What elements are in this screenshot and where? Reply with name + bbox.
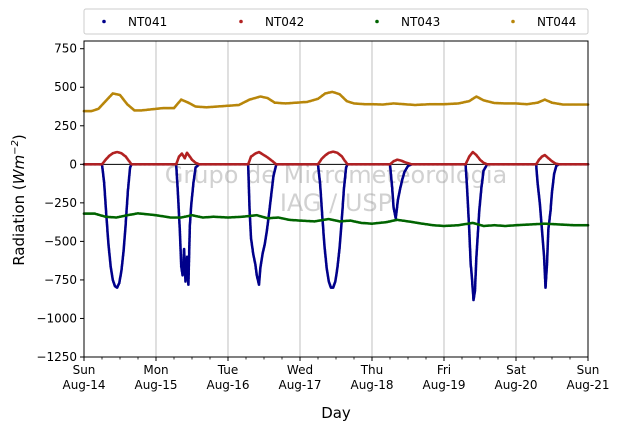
- legend-marker-nt044: [511, 19, 515, 24]
- legend-label-nt043: NT043: [401, 15, 440, 29]
- y-tick-label: 500: [54, 80, 77, 94]
- y-tick-label: 0: [69, 157, 77, 171]
- y-tick-label: 250: [54, 119, 77, 133]
- x-tick-label-date: Aug-14: [62, 378, 105, 392]
- x-tick-label-date: Aug-17: [278, 378, 321, 392]
- legend: NT041 NT042 NT043 NT044: [83, 8, 589, 35]
- x-axis: SunAug-14MonAug-15TueAug-16WedAug-17ThuA…: [62, 357, 610, 392]
- x-tick-label-date: Aug-21: [566, 378, 609, 392]
- y-tick-label: −500: [44, 234, 77, 248]
- y-tick-label: −1000: [36, 311, 77, 325]
- legend-label-nt042: NT042: [265, 15, 304, 29]
- x-tick-label-day: Mon: [143, 363, 168, 377]
- watermark: Grupo de Micrometeorologia IAG / USP: [165, 161, 507, 217]
- series-nt044: [82, 90, 590, 113]
- series-nt042: [82, 150, 590, 166]
- watermark-line-1: Grupo de Micrometeorologia: [165, 161, 507, 189]
- y-axis-title-unit: Wm: [10, 155, 28, 184]
- x-tick-label-day: Tue: [217, 363, 239, 377]
- y-axis-title: Radiation (Wm−2): [10, 134, 28, 266]
- legend-label-nt041: NT041: [128, 15, 167, 29]
- y-tick-label: −250: [44, 196, 77, 210]
- x-tick-label-day: Thu: [360, 363, 384, 377]
- y-tick-label: 750: [54, 42, 77, 56]
- x-tick-label-day: Sun: [577, 363, 600, 377]
- x-tick-label-day: Sun: [73, 363, 96, 377]
- y-axis: 750 500 250 0 −250 −500 −750 −1000 −1250: [36, 42, 84, 364]
- x-tick-label-day: Sat: [506, 363, 526, 377]
- x-tick-label-date: Aug-20: [494, 378, 537, 392]
- y-axis-title-close: ): [10, 134, 28, 140]
- x-tick-label-date: Aug-15: [134, 378, 177, 392]
- plot-data: [82, 90, 590, 302]
- x-tick-label-date: Aug-18: [350, 378, 393, 392]
- series-nt041: [82, 163, 590, 302]
- legend-label-nt044: NT044: [537, 15, 576, 29]
- legend-marker-nt043: [375, 19, 379, 24]
- x-tick-label-date: Aug-16: [206, 378, 249, 392]
- series-nt043: [82, 212, 590, 228]
- legend-marker-nt041: [102, 19, 106, 24]
- x-tick-label-day: Wed: [287, 363, 313, 377]
- y-tick-label: −1250: [36, 350, 77, 364]
- gridlines: [155, 41, 517, 357]
- watermark-line-2: IAG / USP: [280, 189, 392, 217]
- legend-marker-nt042: [239, 19, 243, 24]
- x-tick-label-day: Fri: [437, 363, 451, 377]
- legend-box: [83, 8, 589, 35]
- x-tick-label-date: Aug-19: [422, 378, 465, 392]
- y-tick-label: −750: [44, 273, 77, 287]
- y-axis-title-exponent: −2: [10, 140, 21, 155]
- y-axis-title-main: Radiation (: [10, 184, 28, 266]
- x-axis-title: Day: [321, 404, 351, 422]
